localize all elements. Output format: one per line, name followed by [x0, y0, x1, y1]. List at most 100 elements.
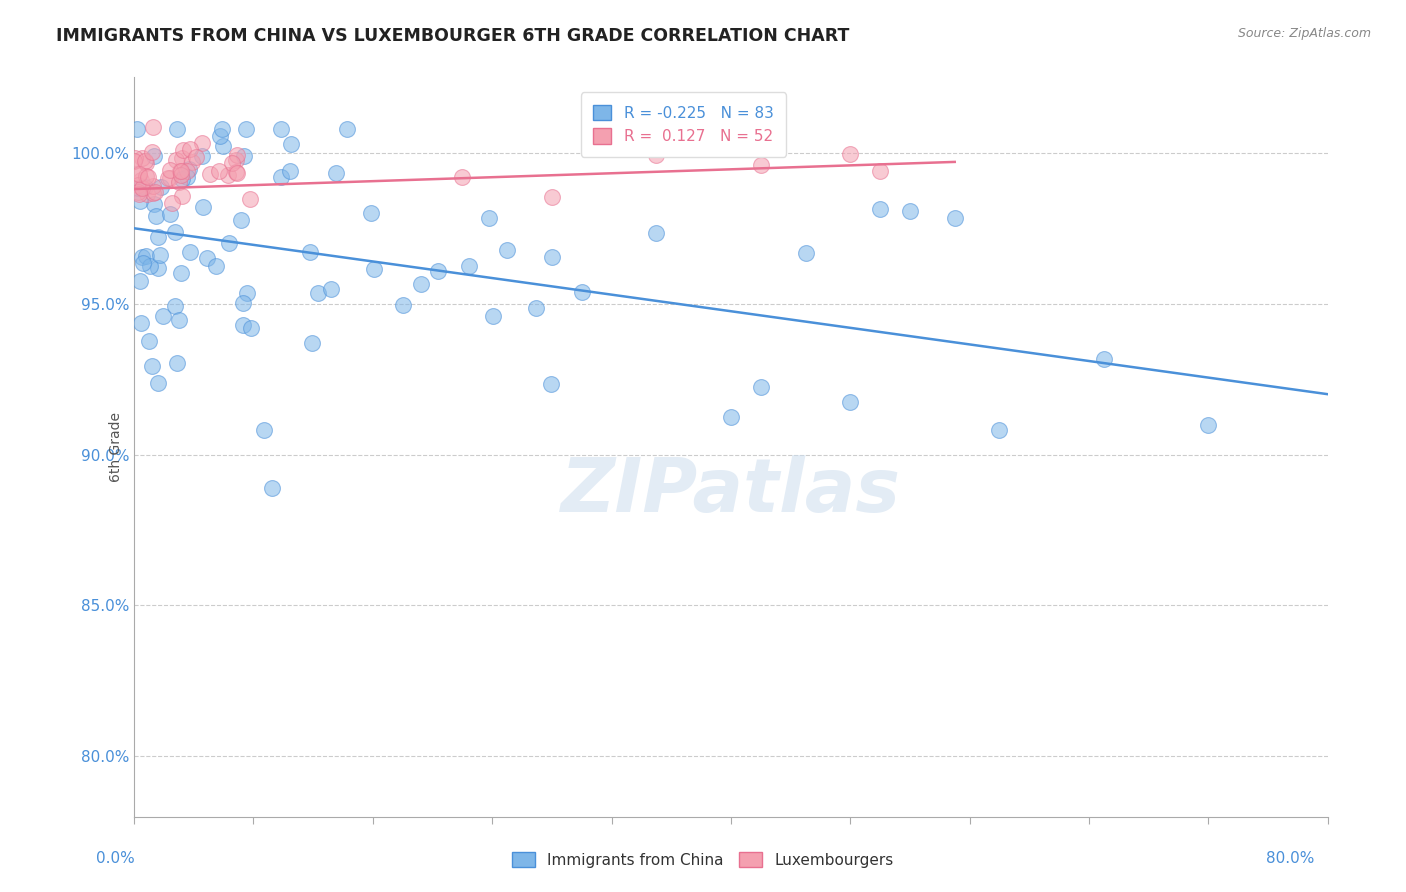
Point	[128, 168, 150, 182]
Point	[179, 245, 201, 260]
Point	[127, 185, 149, 199]
Point	[482, 310, 505, 324]
Point	[142, 186, 165, 201]
Point	[170, 168, 193, 182]
Point	[184, 150, 207, 164]
Point	[239, 320, 262, 334]
Point	[360, 206, 382, 220]
Point	[142, 178, 165, 193]
Point	[169, 164, 191, 178]
Point	[176, 169, 198, 184]
Point	[156, 171, 179, 186]
Point	[1197, 417, 1219, 432]
Point	[232, 296, 254, 310]
Point	[208, 164, 231, 178]
Point	[749, 380, 772, 394]
Point	[218, 236, 240, 251]
Point	[141, 145, 163, 160]
Y-axis label: 6th Grade: 6th Grade	[110, 412, 122, 482]
Point	[128, 274, 150, 288]
Point	[165, 299, 187, 313]
Point	[217, 168, 239, 182]
Point	[170, 189, 193, 203]
Text: 80.0%: 80.0%	[1267, 852, 1315, 866]
Legend: Immigrants from China, Luxembourgers: Immigrants from China, Luxembourgers	[505, 844, 901, 875]
Point	[301, 336, 323, 351]
Point	[209, 128, 232, 143]
Point	[172, 144, 194, 158]
Point	[221, 155, 243, 169]
Point	[131, 180, 153, 194]
Point	[226, 148, 249, 162]
Point	[204, 259, 226, 273]
Point	[211, 121, 233, 136]
Point	[541, 250, 564, 264]
Point	[170, 172, 193, 186]
Point	[198, 167, 221, 181]
Point	[571, 285, 593, 300]
Point	[129, 172, 152, 186]
Point	[839, 146, 862, 161]
Point	[363, 262, 385, 277]
Point	[794, 246, 817, 260]
Point	[988, 424, 1011, 438]
Point	[190, 149, 212, 163]
Point	[149, 179, 172, 194]
Point	[478, 211, 501, 225]
Text: ZIPatlas: ZIPatlas	[561, 455, 901, 528]
Point	[141, 359, 163, 373]
Point	[131, 251, 153, 265]
Point	[321, 283, 343, 297]
Point	[496, 244, 519, 258]
Point	[451, 169, 474, 184]
Point	[135, 156, 157, 170]
Point	[179, 142, 201, 156]
Point	[325, 166, 347, 180]
Point	[132, 255, 155, 269]
Point	[172, 151, 194, 165]
Point	[232, 318, 254, 332]
Point	[458, 260, 481, 274]
Point	[142, 120, 165, 134]
Point	[138, 334, 160, 348]
Point	[167, 313, 190, 327]
Point	[124, 153, 146, 168]
Point	[540, 377, 562, 392]
Point	[159, 207, 181, 221]
Point	[270, 170, 292, 185]
Point	[134, 179, 156, 194]
Point	[720, 409, 742, 424]
Point	[136, 187, 159, 202]
Point	[148, 376, 170, 391]
Point	[125, 121, 148, 136]
Point	[645, 147, 668, 161]
Point	[128, 194, 150, 208]
Point	[427, 264, 450, 278]
Point	[143, 197, 166, 211]
Point	[943, 211, 966, 226]
Point	[225, 165, 247, 179]
Point	[136, 170, 159, 185]
Point	[127, 178, 149, 192]
Point	[409, 277, 432, 291]
Point	[541, 190, 564, 204]
Point	[148, 230, 170, 244]
Point	[176, 163, 198, 178]
Point	[170, 164, 193, 178]
Point	[152, 309, 174, 323]
Text: 0.0%: 0.0%	[96, 852, 135, 866]
Point	[869, 163, 891, 178]
Point	[280, 136, 302, 151]
Point	[166, 121, 188, 136]
Point	[145, 209, 167, 223]
Point	[236, 285, 259, 300]
Point	[129, 316, 152, 330]
Point	[138, 260, 160, 274]
Point	[270, 121, 292, 136]
Point	[260, 481, 283, 495]
Point	[239, 192, 262, 206]
Point	[134, 153, 156, 168]
Point	[143, 185, 166, 199]
Point	[235, 121, 257, 136]
Point	[165, 153, 187, 167]
